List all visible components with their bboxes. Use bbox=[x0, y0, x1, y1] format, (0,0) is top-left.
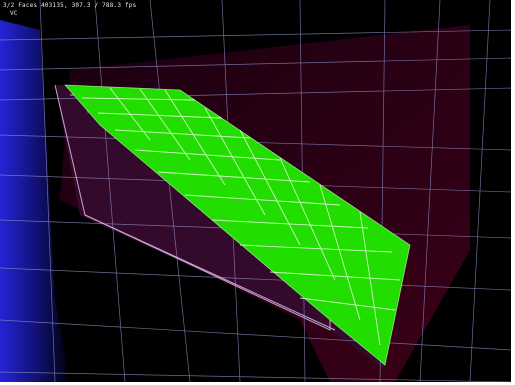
hud-mode-label: VC bbox=[10, 10, 18, 17]
surface-mesh-lines bbox=[81, 87, 401, 346]
surface-outline bbox=[64, 84, 411, 366]
hud-status-text: 3/2 Faces 403135, 307.3 / 788.3 fps bbox=[3, 2, 137, 9]
blue-wall bbox=[0, 20, 70, 382]
green-surface bbox=[65, 85, 410, 365]
